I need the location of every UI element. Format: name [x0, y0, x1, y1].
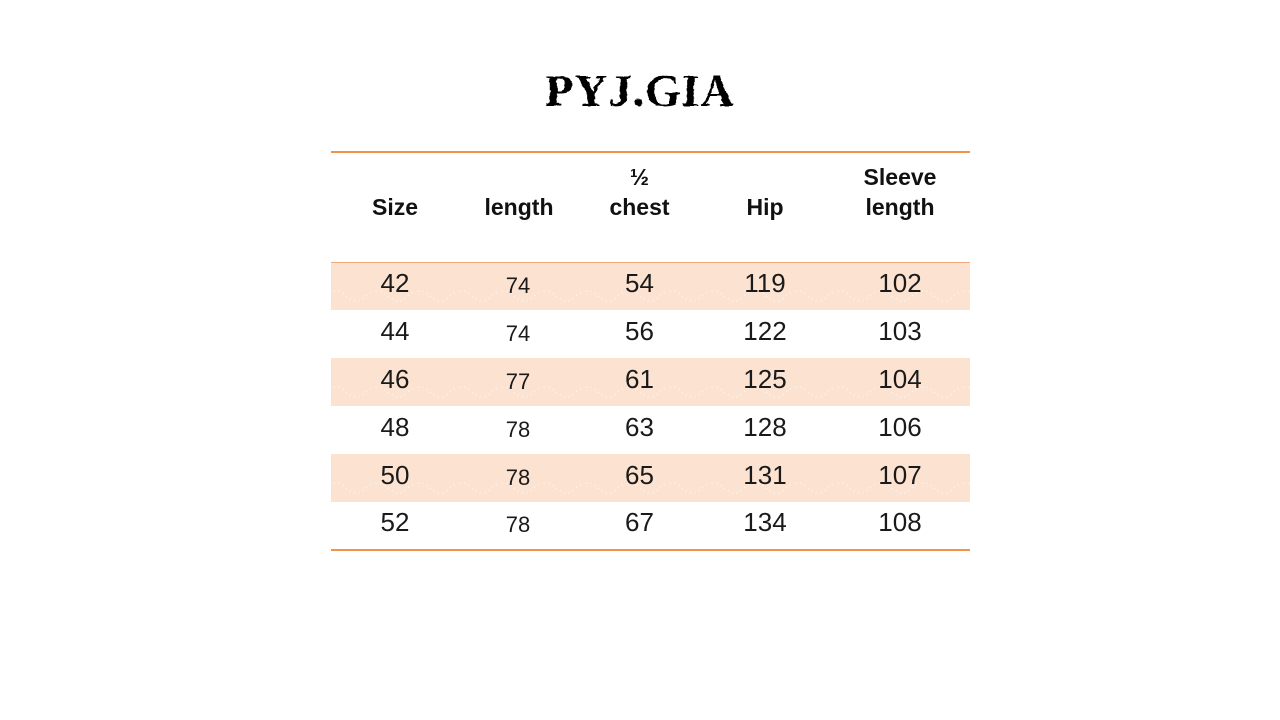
svg-text:PYJ.GIA: PYJ.GIA [545, 65, 735, 116]
